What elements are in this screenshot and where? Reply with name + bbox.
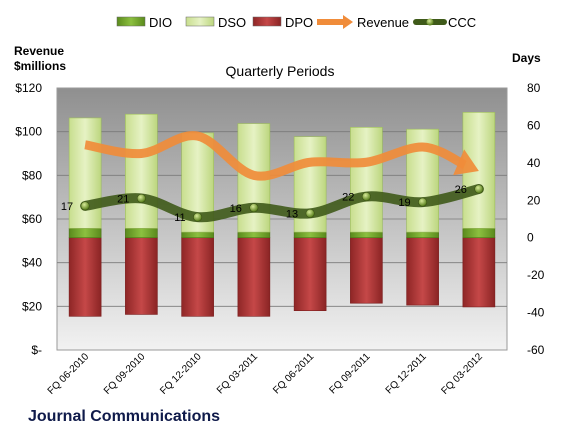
dpo-bar bbox=[462, 237, 496, 308]
left-tick-label: $100 bbox=[15, 125, 42, 139]
legend-label: DSO bbox=[218, 15, 246, 30]
x-tick-label: FQ 06-2010 bbox=[46, 351, 92, 397]
left-tick-label: $80 bbox=[22, 168, 42, 182]
x-tick-label: FQ 09-2010 bbox=[102, 351, 148, 397]
revenue-line bbox=[84, 131, 467, 181]
dpo-bar bbox=[350, 237, 383, 304]
ccc-point bbox=[193, 212, 203, 222]
right-axis-title: Days bbox=[512, 51, 541, 65]
left-tick-label: $40 bbox=[22, 256, 42, 270]
ccc-data-label: 21 bbox=[117, 193, 129, 205]
left-tick-label: $20 bbox=[22, 299, 42, 313]
ccc-point bbox=[136, 193, 146, 203]
ccc-point bbox=[361, 192, 371, 202]
dio-bar bbox=[293, 231, 327, 239]
ccc-data-label: 13 bbox=[286, 208, 298, 220]
right-tick-label: 60 bbox=[527, 118, 541, 132]
ccc-data-label: 19 bbox=[398, 197, 410, 209]
x-axis-ticks: FQ 06-2010 FQ 09-2010 FQ 12-2010 FQ 03-2011… bbox=[46, 351, 486, 397]
x-tick-label: FQ 12-2010 bbox=[158, 351, 204, 397]
ccc-data-label: 16 bbox=[230, 203, 242, 215]
right-axis-ticks: -60 -40 -20 0 20 40 60 80 bbox=[527, 81, 545, 357]
right-tick-label: 80 bbox=[527, 81, 541, 95]
dio-bar bbox=[406, 231, 439, 239]
dio-bar bbox=[181, 231, 214, 239]
ccc-point bbox=[418, 197, 428, 207]
right-tick-label: 0 bbox=[527, 231, 534, 245]
right-tick-label: 20 bbox=[527, 193, 541, 207]
dio-bar bbox=[68, 228, 102, 239]
dpo-bar bbox=[68, 237, 102, 317]
x-tick-label: FQ 09-2011 bbox=[328, 351, 373, 396]
left-tick-label: $60 bbox=[22, 212, 42, 226]
dpo-bar bbox=[406, 237, 439, 306]
left-tick-label: $- bbox=[31, 343, 42, 357]
ccc-data-label: 26 bbox=[455, 184, 467, 196]
company-name: Journal Communications bbox=[28, 408, 220, 425]
legend-swatch bbox=[116, 16, 146, 27]
right-tick-label: -20 bbox=[527, 268, 545, 282]
x-tick-label: FQ 03-2012 bbox=[439, 351, 485, 397]
legend-marker bbox=[426, 18, 434, 26]
ccc-point bbox=[474, 184, 484, 194]
legend-label: DIO bbox=[149, 15, 172, 30]
dso-bar bbox=[350, 127, 383, 233]
ccc-line-layer: 17 21 11 16 13 22 19 26 bbox=[61, 184, 484, 224]
ccc-line bbox=[80, 184, 484, 223]
legend: DIO DSO DPO Revenue CCC bbox=[116, 15, 476, 30]
x-tick-label: FQ 12-2011 bbox=[384, 351, 429, 396]
revenue-arrow-layer bbox=[84, 131, 479, 181]
ccc-point bbox=[305, 208, 315, 218]
dpo-bar bbox=[181, 237, 214, 317]
ccc-point bbox=[80, 201, 90, 211]
dso-bar bbox=[68, 117, 102, 229]
ccc-data-label: 22 bbox=[342, 192, 354, 204]
left-axis-title-line1: Revenue bbox=[14, 44, 64, 58]
x-tick-label: FQ 06-2011 bbox=[271, 351, 316, 396]
ccc-data-label: 17 bbox=[61, 201, 73, 213]
left-tick-label: $120 bbox=[15, 81, 42, 95]
ccc-point bbox=[249, 203, 259, 213]
right-tick-label: 40 bbox=[527, 156, 541, 170]
dio-bar bbox=[237, 231, 271, 239]
legend-label: Revenue bbox=[357, 15, 409, 30]
left-axis-title-line2: $millions bbox=[14, 59, 66, 73]
chart-title: Quarterly Periods bbox=[226, 63, 335, 79]
dpo-bar bbox=[293, 237, 327, 311]
dso-bar bbox=[125, 113, 158, 229]
dio-bar bbox=[125, 228, 158, 239]
dio-bar bbox=[462, 228, 496, 239]
left-axis-ticks: $- $20 $40 $60 $80 $100 $120 bbox=[15, 81, 42, 357]
dio-bar bbox=[350, 231, 383, 239]
legend-arrowhead bbox=[343, 15, 353, 29]
dpo-bar bbox=[237, 237, 271, 317]
right-tick-label: -40 bbox=[527, 306, 545, 320]
legend-label: CCC bbox=[448, 15, 476, 30]
x-tick-label: FQ 03-2011 bbox=[215, 351, 260, 396]
revenue-arrowhead bbox=[453, 149, 479, 176]
ccc-data-label: 11 bbox=[174, 212, 185, 224]
dpo-bar bbox=[125, 237, 158, 315]
legend-swatch bbox=[252, 16, 282, 27]
legend-label: DPO bbox=[285, 15, 313, 30]
legend-swatch bbox=[185, 16, 215, 27]
right-tick-label: -60 bbox=[527, 343, 545, 357]
